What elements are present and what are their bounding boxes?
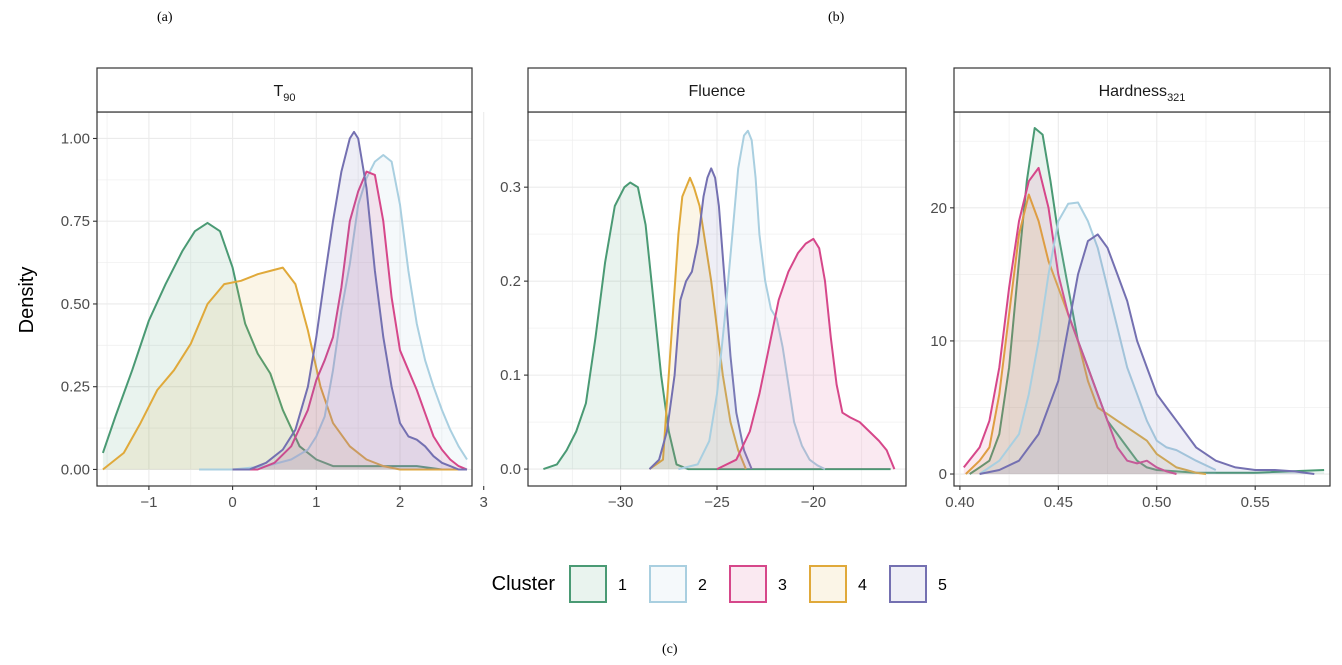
y-tick-label: 0.0 [500,461,521,478]
panel-3: Hardness321 0.40 0.45 0.50 0.55 0 10 20 [930,67,1331,511]
density-area-cluster-4 [649,177,746,470]
x-tick-label: 0.55 [1241,494,1270,511]
legend-key-bg [648,564,688,604]
legend-key-cluster-5 [889,565,927,603]
y-tick-label: 0.50 [61,296,90,313]
density-line-cluster-3 [963,166,1177,475]
density-line-cluster-1 [543,181,891,471]
legend-label-cluster-2: 2 [698,577,707,594]
facet-title: Hardness321 [1099,83,1186,104]
x-tick-label: 2 [396,494,404,511]
facet-title: Fluence [689,83,746,100]
facet-title-subscript: 321 [1167,92,1185,104]
density-line-cluster-2 [678,129,826,471]
legend-key-bg [728,564,768,604]
series-group [963,127,1325,475]
density-chart: T90−1 0 1 2 30.000.250.500.751.00Fluence−30−… [16,67,1331,604]
y-tick-label: 0.1 [500,367,521,384]
density-line-cluster-5 [648,167,753,470]
panel-1: T90−1 0 1 2 30.000.250.500.751.00 [61,67,488,511]
density-line-cluster-4 [965,193,1207,475]
density-line-cluster-3 [232,170,468,471]
y-tick-label: 20 [930,200,947,217]
series-group [101,130,468,471]
x-tick-label: −20 [801,494,826,511]
series-group [543,129,896,471]
density-area-cluster-5 [232,131,467,470]
density-area-cluster-4 [102,267,468,470]
legend-key-cluster-3 [729,565,767,603]
y-tick-label: 0.2 [500,273,521,290]
legend-label-cluster-4: 4 [858,577,867,594]
density-area-cluster-5 [979,234,1315,474]
x-tick-label: 0 [228,494,236,511]
density-area-cluster-2 [199,155,467,470]
legend-title: Cluster [492,573,556,595]
y-tick-label: 0.3 [500,179,521,196]
density-area-cluster-3 [232,171,467,470]
facet-strip [953,67,1331,113]
x-tick-label: −30 [608,494,633,511]
legend-key-bg [568,564,608,604]
plot-area [954,112,1330,486]
y-tick-label: 0.25 [61,379,90,396]
caption-b: (b) [828,10,845,25]
y-axis-title: Density [16,267,38,334]
legend: Cluster 1 2 3 4 5 [492,564,947,604]
facet-title-subscript: 90 [283,92,295,104]
legend-label-cluster-1: 1 [618,577,627,594]
density-line-cluster-3 [716,237,896,470]
x-tick-label: −25 [704,494,729,511]
x-tick-label: −1 [140,494,157,511]
y-tick-label: 10 [930,333,947,350]
density-area-cluster-1 [969,128,1325,474]
x-tick-label: 1 [312,494,320,511]
density-area-cluster-2 [979,202,1216,474]
density-line-cluster-2 [979,201,1217,475]
x-tick-label: 0.45 [1044,494,1073,511]
y-tick-label: 1.00 [61,130,90,147]
density-area-cluster-1 [543,182,891,470]
panel-2: Fluence −30 −25 −20 0.0 0.1 0.2 0.3 [500,67,907,511]
density-line-cluster-4 [648,176,747,470]
density-line-cluster-4 [102,266,467,471]
density-area-cluster-3 [717,238,895,470]
facet-strip [96,67,473,113]
facet-strip [527,67,907,113]
x-tick-label: 0.40 [945,494,974,511]
density-area-cluster-5 [649,168,752,470]
x-tick-label: 3 [480,494,488,511]
legend-label-cluster-5: 5 [938,577,947,594]
caption-a: (a) [157,10,173,25]
legend-label-cluster-3: 3 [778,577,787,594]
density-line-cluster-5 [232,130,467,471]
legend-key-bg [808,564,848,604]
y-tick-label: 0.00 [61,461,90,478]
legend-key-cluster-4 [809,565,847,603]
y-tick-label: 0.75 [61,213,90,230]
legend-key-cluster-1 [569,565,607,603]
density-line-cluster-5 [979,233,1315,475]
density-line-cluster-2 [199,154,468,471]
legend-key-bg [888,564,928,604]
density-area-cluster-1 [102,222,468,470]
y-tick-label: 0 [939,466,947,483]
caption-c: (c) [662,642,678,657]
x-tick-label: 0.50 [1142,494,1171,511]
legend-key-cluster-2 [649,565,687,603]
